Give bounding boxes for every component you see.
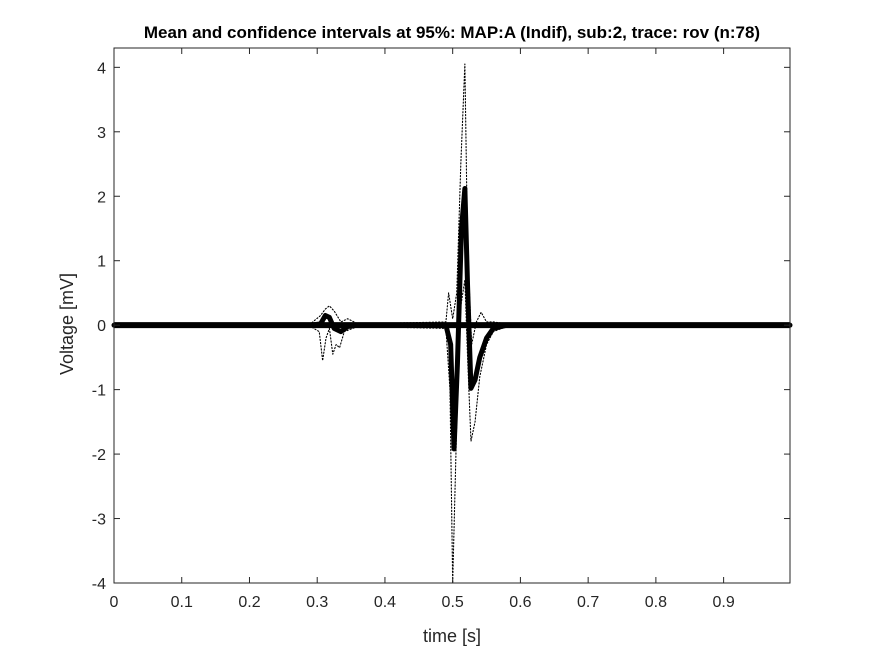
x-tick-label: 0 [110,594,119,611]
y-tick-label: 0 [97,318,106,335]
y-tick-label: 3 [97,125,106,142]
x-tick-label: 0.7 [577,594,599,611]
x-tick-label: 0.4 [374,594,396,611]
y-tick-label: -2 [92,447,106,464]
x-tick-label: 0.5 [442,594,464,611]
y-tick-label: 1 [97,254,106,271]
plot-frame [113,47,791,584]
y-tick-label: -1 [92,383,106,400]
y-tick-label: -4 [92,576,106,593]
series-line-solid-thick [111,186,793,452]
y-tick-label: -3 [92,512,106,529]
x-tick-label: 0.3 [306,594,328,611]
plot-lines [111,63,793,584]
x-tick-label: 0.2 [238,594,260,611]
x-tick-label: 0.9 [712,594,734,611]
chart-title: Mean and confidence intervals at 95%: MA… [144,23,760,42]
y-tick-label: 2 [97,189,106,206]
x-axis-ticks: 0 0.1 0.2 0.3 0.4 0.5 0.6 0.7 0.8 0.9 [110,48,735,611]
x-tick-label: 0.1 [171,594,193,611]
axes [113,47,791,584]
x-tick-label: 0.8 [645,594,667,611]
y-axis-ticks: -4 -3 -2 -1 0 1 2 3 4 [92,60,790,593]
y-tick-label: 4 [97,60,106,77]
y-axis-label: Voltage [mV] [57,273,77,375]
x-tick-label: 0.6 [509,594,531,611]
series-line-dotted-lower [113,279,791,584]
x-axis-label: time [s] [423,626,481,646]
series-line-dotted-upper [113,63,791,346]
